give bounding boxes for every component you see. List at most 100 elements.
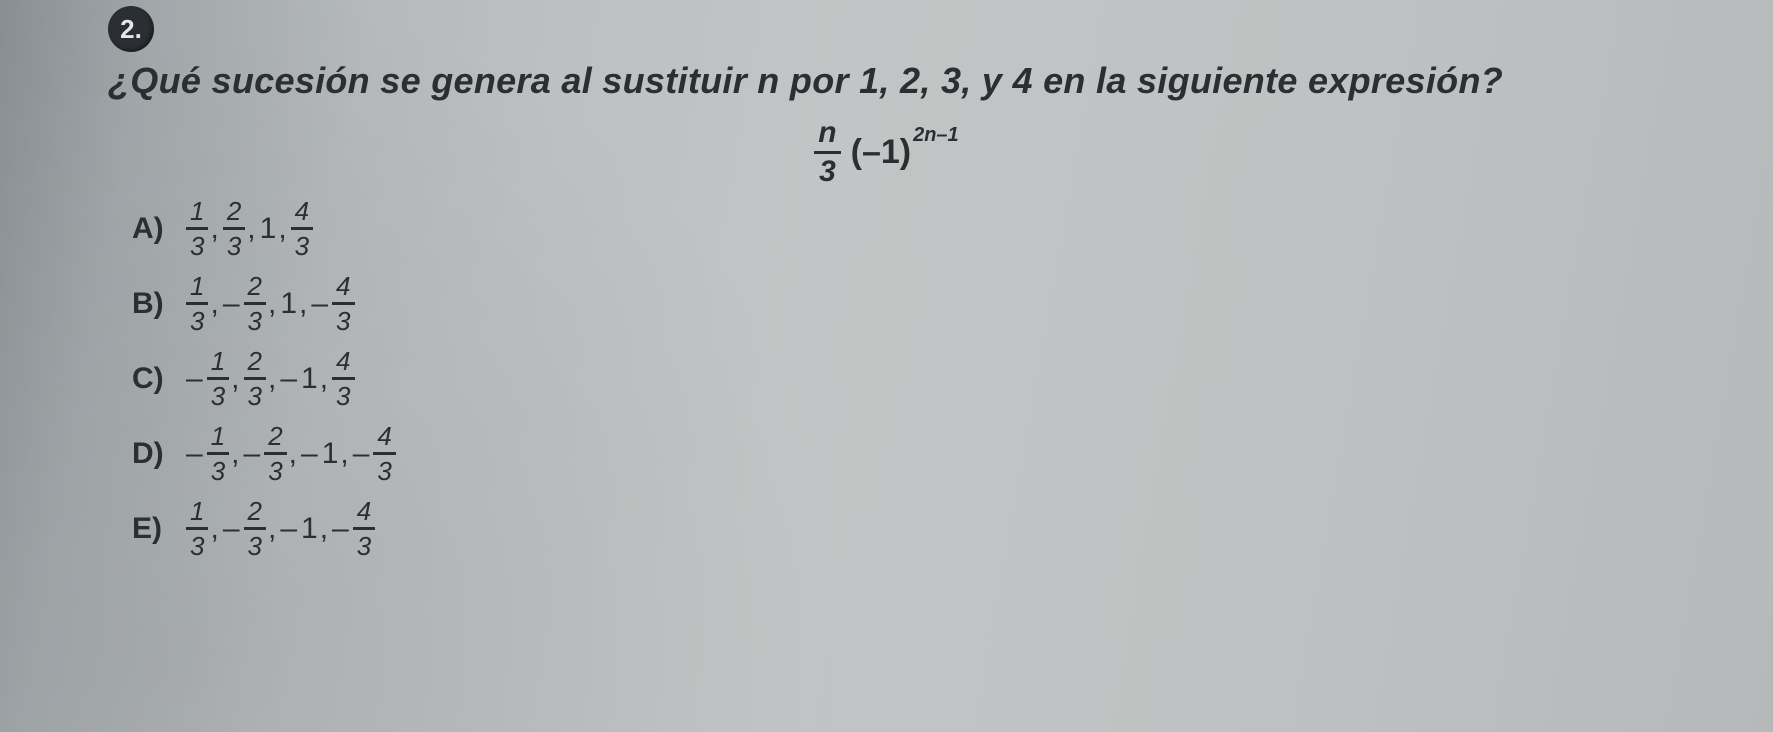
fraction-num: 4 (353, 498, 375, 524)
formula-fraction-num: n (814, 118, 840, 148)
fraction-num: 2 (264, 423, 286, 449)
option-sequence: –13,23,–1,43 (186, 348, 355, 409)
answer-option: C)–13,23,–1,43 (132, 348, 396, 409)
separator-comma: , (299, 287, 307, 321)
sequence-term: 1 (260, 212, 277, 246)
option-label: A) (132, 212, 176, 246)
minus-sign: – (280, 512, 297, 546)
fraction-bar (186, 227, 208, 230)
sequence-term: –23 (244, 423, 287, 484)
minus-sign: – (301, 437, 318, 471)
sequence-term: 23 (244, 348, 266, 409)
minus-sign: – (244, 437, 261, 471)
integer-term: 1 (301, 362, 318, 396)
sequence-term: 1 (280, 287, 297, 321)
fraction-bar (207, 377, 229, 380)
fraction-num: 1 (207, 423, 229, 449)
fraction: 23 (223, 198, 245, 259)
fraction: 43 (291, 198, 313, 259)
fraction-bar (207, 452, 229, 455)
fraction-bar (814, 151, 840, 154)
sequence-term: 13 (186, 273, 208, 334)
fraction-bar (244, 377, 266, 380)
minus-sign: – (186, 437, 203, 471)
separator-comma: , (231, 437, 239, 471)
separator-comma: , (210, 287, 218, 321)
fraction-bar (353, 527, 375, 530)
option-label: D) (132, 437, 176, 471)
integer-term: 1 (280, 287, 297, 321)
fraction: 13 (186, 498, 208, 559)
fraction-bar (244, 527, 266, 530)
fraction-den: 3 (244, 383, 266, 409)
fraction-num: 2 (244, 348, 266, 374)
fraction-den: 3 (353, 533, 375, 559)
fraction-bar (264, 452, 286, 455)
fraction: 23 (264, 423, 286, 484)
sequence-term: 43 (332, 348, 354, 409)
sequence-term: –23 (223, 273, 266, 334)
question-number-badge: 2. (108, 6, 154, 52)
fraction-den: 3 (186, 233, 208, 259)
sequence-term: –4 3 (353, 423, 396, 484)
minus-sign: – (186, 362, 203, 396)
sequence-term: –1 (301, 437, 338, 471)
answer-option: D)–13,–23,–1,–43 (132, 423, 396, 484)
fraction-den: 3 (223, 233, 245, 259)
integer-term: 1 (301, 512, 318, 546)
separator-comma: , (210, 212, 218, 246)
fraction-num: 1 (207, 348, 229, 374)
fraction-den: 3 (332, 383, 354, 409)
fraction-num: 2 (244, 498, 266, 524)
answer-options: A)13,23,1,43B)13,–23,1,–43C)–13,23,–1,43… (132, 198, 396, 559)
fraction: 43 (332, 348, 354, 409)
separator-comma: , (289, 437, 297, 471)
fraction-num: 4 (332, 348, 354, 374)
integer-term: 1 (260, 212, 277, 246)
separator-comma: , (247, 212, 255, 246)
separator-comma: , (278, 212, 286, 246)
fraction-den: 3 (207, 383, 229, 409)
fraction-den: 3 (186, 308, 208, 334)
option-label: C) (132, 362, 176, 396)
formula-base: (–1) (851, 133, 911, 171)
sequence-term: –43 (332, 498, 375, 559)
minus-sign: – (280, 362, 297, 396)
option-sequence: 13,–23,1,–43 (186, 273, 355, 334)
fraction-bar (332, 302, 354, 305)
fraction-den: 3 (373, 458, 395, 484)
separator-comma: , (320, 362, 328, 396)
fraction-den: 3 (332, 308, 354, 334)
separator-comma: , (268, 362, 276, 396)
sequence-term: –13 (186, 423, 229, 484)
option-sequence: –13,–23,–1,–43 (186, 423, 396, 484)
integer-term: 1 (322, 437, 339, 471)
fraction: 43 (332, 273, 354, 334)
sequence-term: 13 (186, 198, 208, 259)
fraction: 43 (353, 498, 375, 559)
minus-sign: – (332, 512, 349, 546)
fraction-bar (291, 227, 313, 230)
separator-comma: , (231, 362, 239, 396)
sequence-term: –23 (223, 498, 266, 559)
sequence-term: –1 (280, 362, 317, 396)
fraction-num: 1 (186, 498, 208, 524)
minus-sign: – (353, 437, 370, 471)
answer-option: B)13,–23,1,–43 (132, 273, 396, 334)
fraction-num: 2 (223, 198, 245, 224)
sequence-term: 43 (291, 198, 313, 259)
option-label: B) (132, 287, 176, 321)
fraction: 23 (244, 498, 266, 559)
question-number: 2. (120, 14, 142, 45)
formula-fraction: n 3 (814, 118, 840, 187)
minus-sign: – (311, 287, 328, 321)
formula-exponent: 2n–1 (913, 124, 959, 146)
formula: n 3 (–1)2n–1 (0, 118, 1773, 187)
fraction-num: 4 (373, 423, 395, 449)
option-sequence: 13,23,1,43 (186, 198, 313, 259)
sequence-term: –43 (311, 273, 354, 334)
separator-comma: , (320, 512, 328, 546)
sequence-term: –1 (280, 512, 317, 546)
separator-comma: , (268, 512, 276, 546)
fraction-num: 2 (244, 273, 266, 299)
